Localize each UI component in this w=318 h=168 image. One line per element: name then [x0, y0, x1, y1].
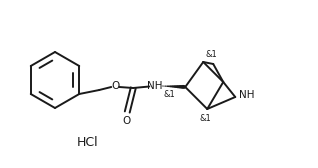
Text: O: O — [122, 116, 130, 126]
Text: HCl: HCl — [77, 136, 99, 150]
Text: O: O — [111, 81, 119, 91]
Text: &1: &1 — [205, 50, 217, 58]
Text: &1: &1 — [163, 90, 175, 98]
Text: &1: &1 — [199, 114, 211, 122]
Text: NH: NH — [148, 81, 163, 91]
Text: NH: NH — [239, 90, 255, 100]
